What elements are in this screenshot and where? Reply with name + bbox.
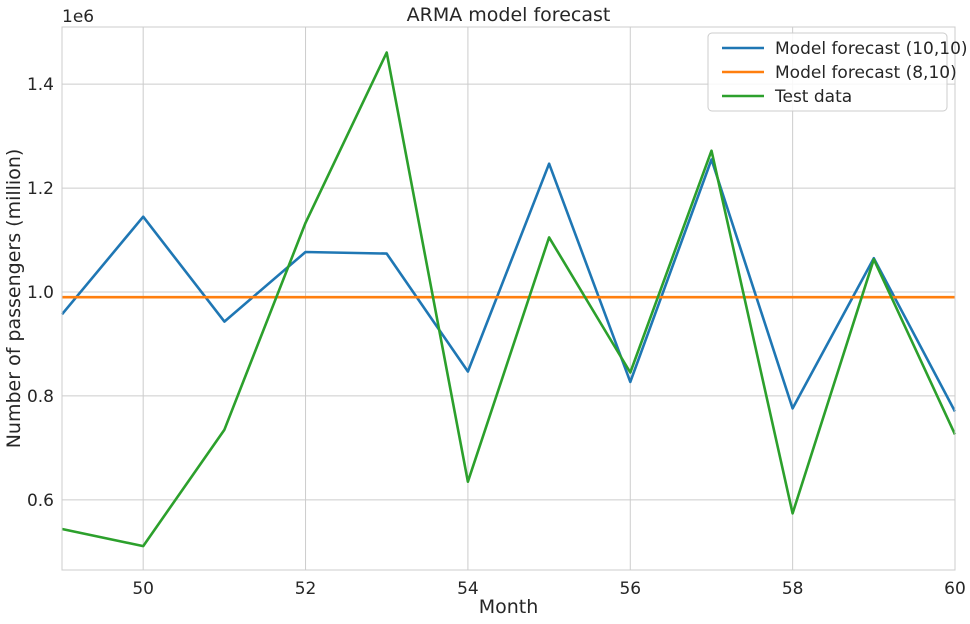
x-tick-label: 60: [944, 579, 966, 599]
series-line-1: [61, 158, 957, 413]
chart-title: ARMA model forecast: [407, 4, 611, 26]
legend: Model forecast (10,10) Model forecast (8,…: [707, 32, 968, 112]
legend-label: Test data: [774, 87, 852, 107]
y-tick-label: 1.0: [27, 283, 54, 303]
x-tick-label: 58: [782, 579, 804, 599]
y-tick-label: 0.8: [27, 387, 54, 407]
x-tick-label: 56: [619, 579, 641, 599]
y-tick-label: 0.6: [27, 491, 54, 511]
series-lines: [61, 51, 957, 548]
y-offset-label: 1e6: [62, 7, 94, 27]
x-tick-label: 50: [132, 579, 154, 599]
x-tick-labels: 50 52 54 56 58 60: [132, 579, 965, 599]
x-axis-title: Month: [479, 596, 539, 618]
y-tick-label: 1.4: [27, 75, 54, 95]
y-tick-labels: 0.6 0.8 1.0 1.2 1.4: [27, 75, 54, 511]
plot-frame: [61, 26, 956, 571]
x-tick-label: 54: [457, 579, 479, 599]
legend-label: Model forecast (8,10): [775, 63, 957, 83]
series-line-3: [61, 51, 957, 548]
y-tick-label: 1.2: [27, 179, 54, 199]
legend-label: Model forecast (10,10): [775, 39, 968, 59]
legend-box: [707, 32, 948, 112]
x-tick-label: 52: [295, 579, 317, 599]
y-axis-title: Number of passengers (million): [3, 149, 25, 449]
